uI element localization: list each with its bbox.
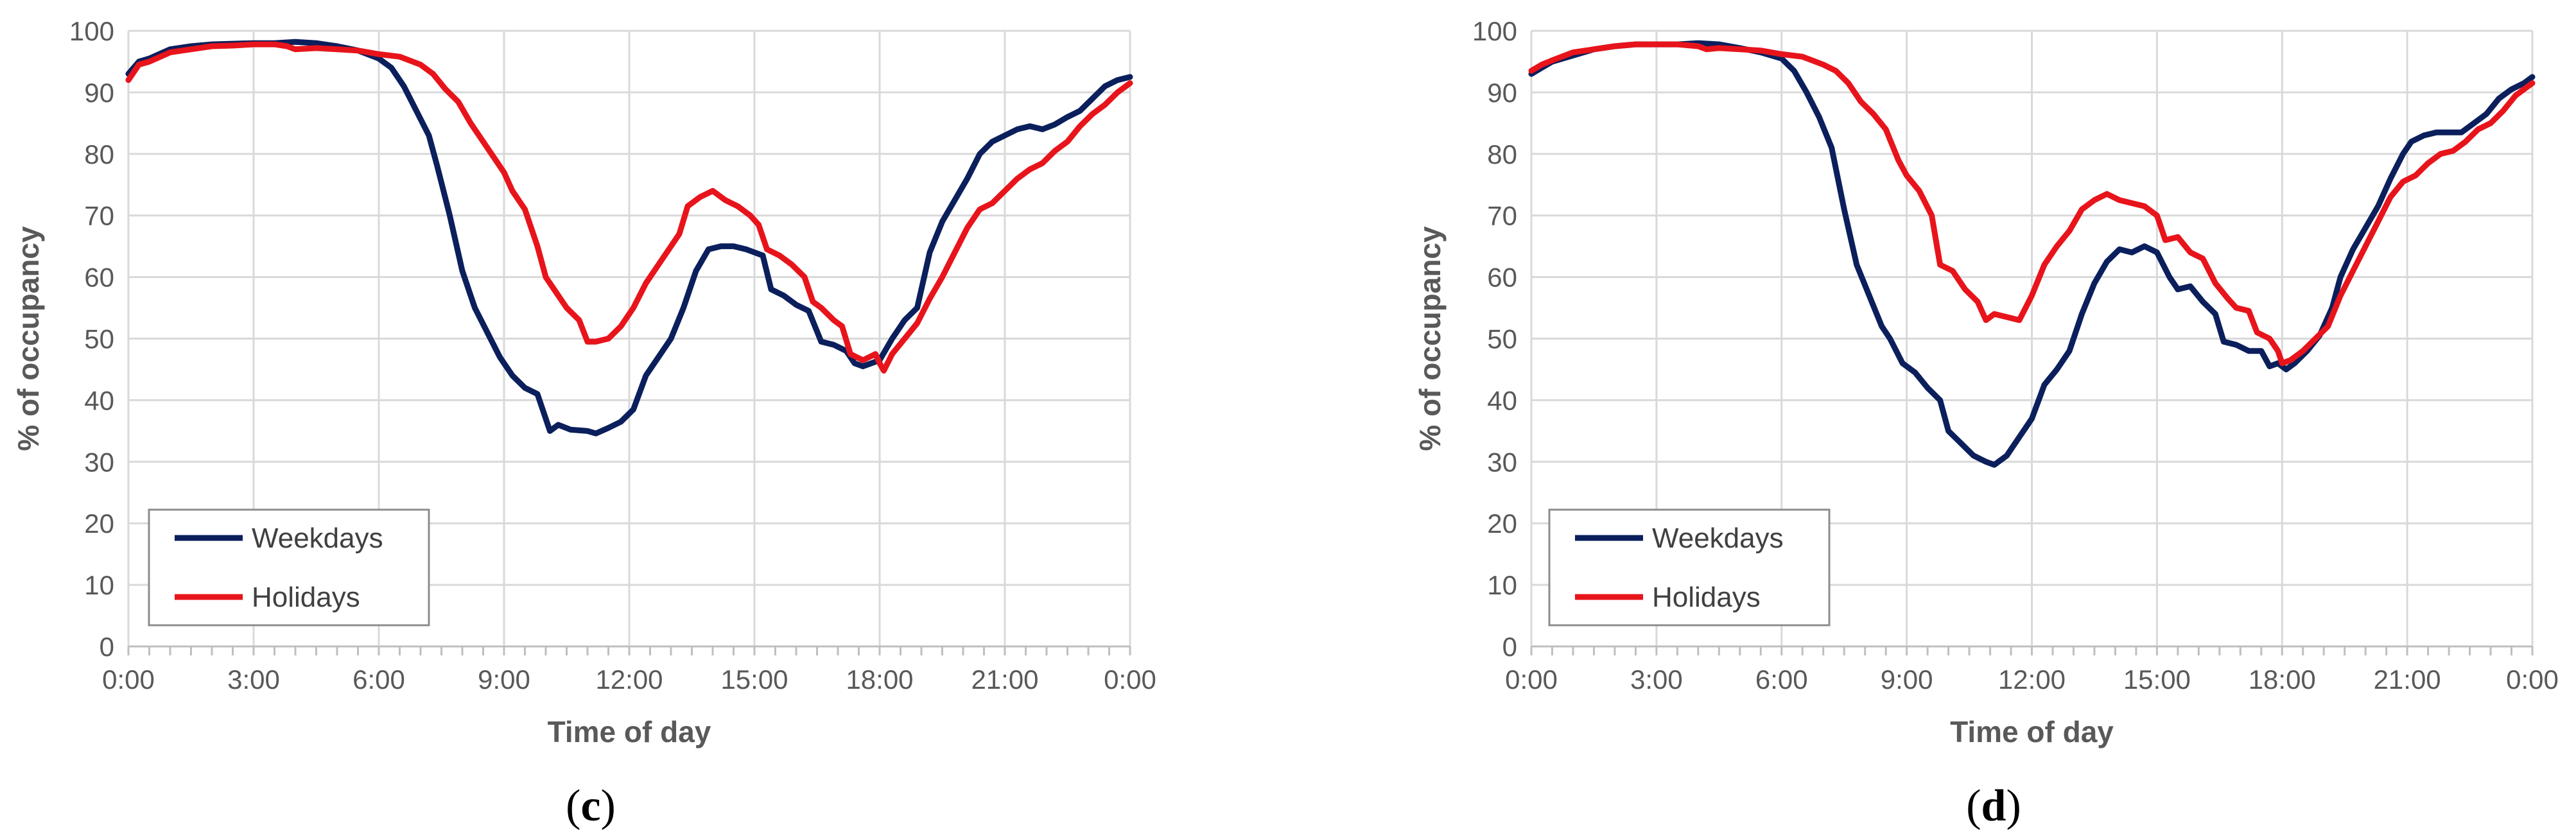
x-tick-label: 15:00 xyxy=(2123,664,2191,695)
x-tick-label: 0:00 xyxy=(102,664,155,695)
series-line-holidays xyxy=(125,41,1133,374)
panel-label-open: ( xyxy=(566,781,580,831)
y-tick-label: 20 xyxy=(1487,508,1517,539)
x-tick-label: 12:00 xyxy=(1998,664,2066,695)
legend-label: Weekdays xyxy=(252,523,383,554)
x-tick-label: 9:00 xyxy=(478,664,530,695)
panel-letter: c xyxy=(580,781,600,831)
panel-letter: d xyxy=(1981,781,2006,831)
y-tick-label: 10 xyxy=(1487,570,1517,600)
y-tick-label: 0 xyxy=(100,632,114,662)
x-axis-title: Time of day xyxy=(548,715,711,748)
y-tick-label: 100 xyxy=(1472,16,1517,46)
x-tick-label: 15:00 xyxy=(720,664,788,695)
legend-box xyxy=(148,508,430,627)
panel-label-open: ( xyxy=(1966,781,1981,831)
y-axis-title: % of occupancy xyxy=(1413,226,1447,451)
y-tick-label: 30 xyxy=(1487,447,1517,477)
y-tick-label: 90 xyxy=(84,78,114,108)
y-tick-label: 90 xyxy=(1487,78,1517,108)
legend: Weekdays Holidays xyxy=(1548,508,1831,627)
x-axis-title: Time of day xyxy=(1950,715,2114,748)
x-tick-label: 6:00 xyxy=(352,664,405,695)
series-line-weekdays xyxy=(1528,40,2536,468)
y-axis-title: % of occupancy xyxy=(12,226,45,451)
legend-label: Holidays xyxy=(1652,582,1761,613)
x-tick-label: 6:00 xyxy=(1755,664,1808,695)
x-tick-label: 9:00 xyxy=(1881,664,1933,695)
y-tick-label: 80 xyxy=(1487,139,1517,169)
y-tick-label: 100 xyxy=(69,16,114,46)
y-tick-label: 20 xyxy=(84,508,114,539)
legend: Weekdays Holidays xyxy=(148,508,430,627)
y-tick-label: 40 xyxy=(84,385,114,415)
panel-label: (d) xyxy=(1966,781,2021,831)
series-line-holidays xyxy=(1528,41,2536,367)
x-tick-label: 0:00 xyxy=(2506,664,2559,695)
y-tick-label: 80 xyxy=(84,139,114,169)
chart-panel-d: 0 10 20 30 40 50 60 70 80 90 100 0:00 3:00 6:00 9:00 12… xyxy=(1413,16,2559,831)
x-tick-label: 18:00 xyxy=(2249,664,2316,695)
panel-label: (c) xyxy=(566,781,616,831)
y-tick-label: 60 xyxy=(1487,263,1517,293)
y-tick-label: 30 xyxy=(84,447,114,477)
panel-label-close: ) xyxy=(601,781,616,831)
y-tick-label: 70 xyxy=(1487,201,1517,231)
y-tick-label: 10 xyxy=(84,570,114,600)
x-tick-label: 0:00 xyxy=(1104,664,1156,695)
x-tick-label: 3:00 xyxy=(1630,664,1683,695)
x-tick-label: 21:00 xyxy=(2374,664,2441,695)
y-tick-label: 60 xyxy=(84,263,114,293)
x-tick-label: 21:00 xyxy=(971,664,1038,695)
y-tick-label: 50 xyxy=(84,324,114,354)
y-tick-label: 0 xyxy=(1502,632,1517,662)
x-tick-label: 12:00 xyxy=(595,664,663,695)
legend-label: Holidays xyxy=(252,582,360,613)
legend-box xyxy=(1548,508,1831,627)
legend-label: Weekdays xyxy=(1652,523,1784,554)
y-tick-label: 50 xyxy=(1487,324,1517,354)
x-tick-label: 18:00 xyxy=(846,664,913,695)
x-tick-label: 3:00 xyxy=(227,664,280,695)
y-tick-label: 70 xyxy=(84,201,114,231)
chart-panel-c: 0 10 20 30 40 50 60 70 80 90 100 0:00 3:00 6:00 9:00 12… xyxy=(12,16,1156,831)
panel-label-close: ) xyxy=(2006,781,2021,831)
x-tick-label: 0:00 xyxy=(1505,664,1558,695)
y-tick-label: 40 xyxy=(1487,385,1517,415)
